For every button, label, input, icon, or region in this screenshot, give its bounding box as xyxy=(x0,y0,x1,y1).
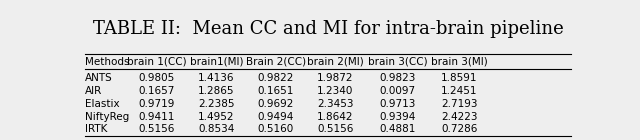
Text: 0.9692: 0.9692 xyxy=(258,99,294,109)
Text: Brain 2(CC): Brain 2(CC) xyxy=(246,57,306,66)
Text: 2.7193: 2.7193 xyxy=(441,99,477,109)
Text: 2.2385: 2.2385 xyxy=(198,99,235,109)
Text: IRTK: IRTK xyxy=(85,124,108,134)
Text: Methods: Methods xyxy=(85,57,129,66)
Text: 0.9394: 0.9394 xyxy=(380,112,415,122)
Text: brain 1(CC): brain 1(CC) xyxy=(127,57,187,66)
Text: brain1(MI): brain1(MI) xyxy=(189,57,243,66)
Text: 1.2451: 1.2451 xyxy=(441,86,477,96)
Text: brain 2(MI): brain 2(MI) xyxy=(307,57,364,66)
Text: 1.8591: 1.8591 xyxy=(441,73,477,83)
Text: 0.1657: 0.1657 xyxy=(139,86,175,96)
Text: 0.8534: 0.8534 xyxy=(198,124,235,134)
Text: NiftyReg: NiftyReg xyxy=(85,112,129,122)
Text: TABLE II:  Mean CC and MI for intra-brain pipeline: TABLE II: Mean CC and MI for intra-brain… xyxy=(93,20,563,38)
Text: 1.4136: 1.4136 xyxy=(198,73,235,83)
Text: 0.0097: 0.0097 xyxy=(380,86,415,96)
Text: 0.4881: 0.4881 xyxy=(380,124,415,134)
Text: brain 3(CC): brain 3(CC) xyxy=(367,57,428,66)
Text: AIR: AIR xyxy=(85,86,102,96)
Text: 2.4223: 2.4223 xyxy=(441,112,477,122)
Text: 0.9822: 0.9822 xyxy=(258,73,294,83)
Text: 0.5156: 0.5156 xyxy=(139,124,175,134)
Text: 0.9719: 0.9719 xyxy=(139,99,175,109)
Text: 1.4952: 1.4952 xyxy=(198,112,235,122)
Text: Elastix: Elastix xyxy=(85,99,120,109)
Text: 0.9411: 0.9411 xyxy=(139,112,175,122)
Text: 0.9494: 0.9494 xyxy=(258,112,294,122)
Text: 0.5160: 0.5160 xyxy=(258,124,294,134)
Text: 1.2340: 1.2340 xyxy=(317,86,354,96)
Text: ANTS: ANTS xyxy=(85,73,113,83)
Text: 0.5156: 0.5156 xyxy=(317,124,354,134)
Text: 0.7286: 0.7286 xyxy=(441,124,477,134)
Text: 0.9713: 0.9713 xyxy=(380,99,415,109)
Text: 1.2865: 1.2865 xyxy=(198,86,235,96)
Text: 1.8642: 1.8642 xyxy=(317,112,354,122)
Text: brain 3(MI): brain 3(MI) xyxy=(431,57,488,66)
Text: 2.3453: 2.3453 xyxy=(317,99,354,109)
Text: 0.9805: 0.9805 xyxy=(139,73,175,83)
Text: 0.9823: 0.9823 xyxy=(380,73,415,83)
Text: 0.1651: 0.1651 xyxy=(258,86,294,96)
Text: 1.9872: 1.9872 xyxy=(317,73,354,83)
